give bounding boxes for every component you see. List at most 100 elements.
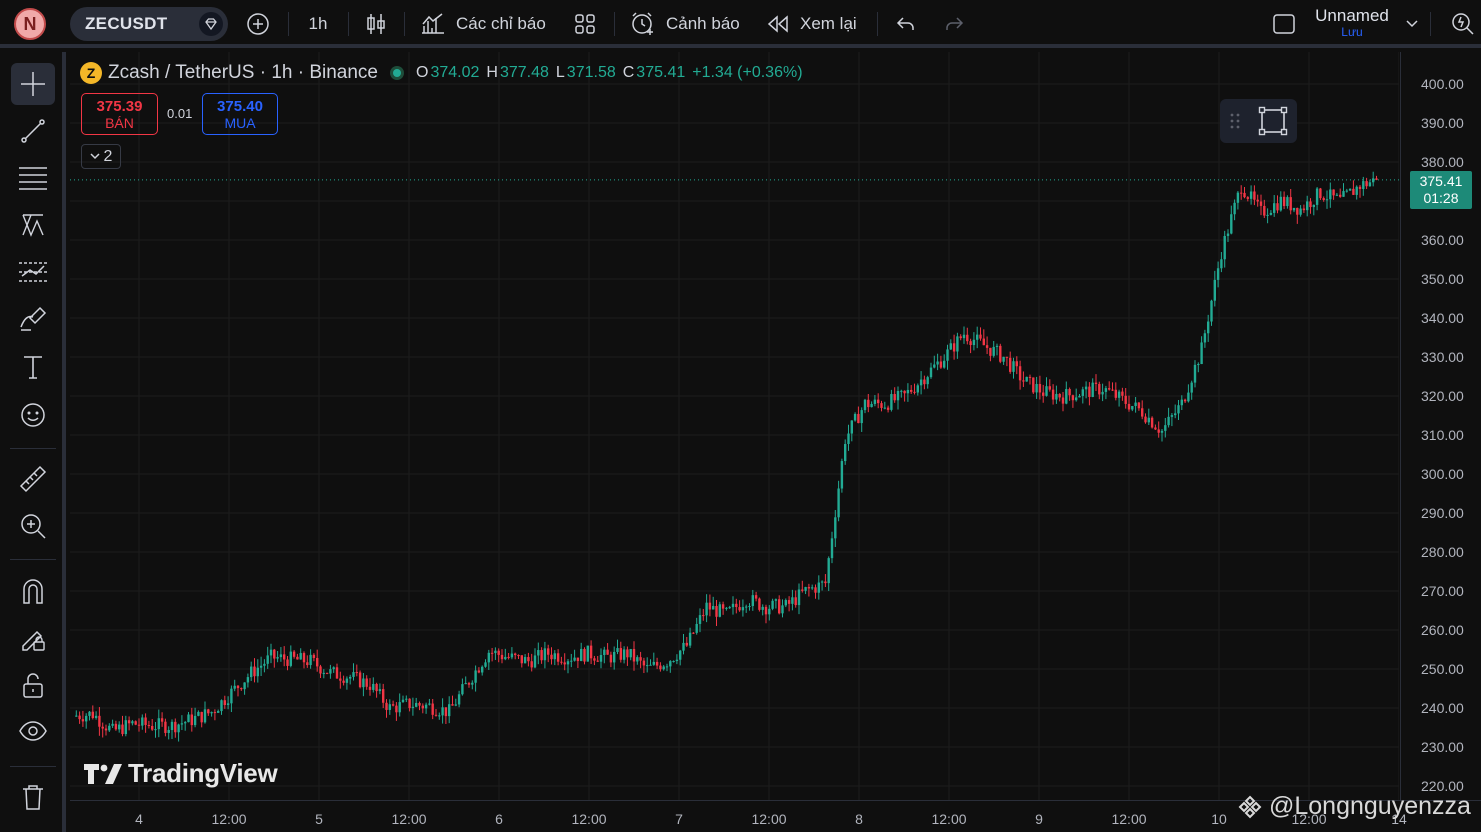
eye-icon[interactable] bbox=[11, 711, 55, 753]
candlestick-chart[interactable] bbox=[70, 52, 1399, 800]
forecast-icon[interactable] bbox=[11, 251, 55, 293]
candle-body bbox=[1312, 204, 1315, 208]
candle-body bbox=[530, 661, 533, 668]
drag-handle-icon[interactable] bbox=[1230, 112, 1240, 130]
candle-body bbox=[213, 712, 217, 714]
replay-button[interactable]: Xem lại bbox=[766, 0, 866, 48]
save-label: Lưu bbox=[1341, 25, 1363, 39]
layout-square-icon[interactable] bbox=[1270, 0, 1298, 48]
compare-add-icon[interactable] bbox=[240, 0, 276, 48]
bar-countdown: 01:28 bbox=[1423, 190, 1459, 206]
candle-body bbox=[481, 666, 484, 673]
candle-body bbox=[969, 341, 972, 346]
candle-body bbox=[1032, 377, 1035, 393]
candle-body bbox=[622, 649, 626, 660]
layout-name: Unnamed bbox=[1315, 6, 1389, 25]
candle-body bbox=[507, 656, 510, 658]
candle-body bbox=[976, 334, 979, 340]
candle-body bbox=[342, 680, 345, 683]
chart-pane[interactable] bbox=[70, 52, 1399, 800]
unlock-icon[interactable] bbox=[11, 664, 55, 706]
trash-icon[interactable] bbox=[11, 776, 55, 818]
candle-body bbox=[791, 597, 794, 604]
alert-button[interactable]: Cảnh báo bbox=[630, 0, 748, 48]
candle-body bbox=[1273, 203, 1276, 213]
candle-body bbox=[1147, 417, 1150, 423]
candle-body bbox=[543, 648, 547, 661]
candle-body bbox=[857, 413, 860, 424]
pattern-icon[interactable] bbox=[11, 204, 55, 246]
floating-toolbar[interactable] bbox=[1220, 99, 1297, 143]
fib-lines-icon[interactable] bbox=[11, 157, 55, 199]
lock-drawing-icon[interactable] bbox=[11, 617, 55, 659]
candle-body bbox=[1035, 383, 1038, 393]
user-avatar[interactable]: N bbox=[14, 8, 46, 40]
candle-body bbox=[1137, 402, 1141, 409]
candle-body bbox=[276, 657, 279, 659]
emoji-icon[interactable] bbox=[11, 394, 55, 436]
interval-button[interactable]: 1h bbox=[308, 14, 328, 33]
diamond-icon[interactable] bbox=[199, 12, 223, 36]
price-tick-label: 230.00 bbox=[1421, 739, 1464, 755]
brush-icon[interactable] bbox=[11, 298, 55, 340]
candle-body bbox=[642, 660, 646, 666]
candle-body bbox=[682, 642, 685, 651]
price-tick-label: 320.00 bbox=[1421, 388, 1464, 404]
time-axis[interactable]: 4 12:00 5 12:00 6 12:00 7 12:00 8 12:00 9 12:00 10 12… bbox=[70, 800, 1481, 832]
legend-collapse-button[interactable]: 2 bbox=[81, 144, 121, 169]
candle-body bbox=[1104, 388, 1108, 392]
quick-search-icon[interactable] bbox=[1448, 0, 1478, 48]
candle-body bbox=[246, 677, 250, 683]
sell-button[interactable]: 375.39 BÁN bbox=[81, 93, 158, 135]
candle-body bbox=[1038, 383, 1042, 393]
candle-type-icon[interactable] bbox=[360, 0, 392, 48]
time-tick-label: 12:00 bbox=[1111, 811, 1147, 827]
candle-body bbox=[999, 345, 1002, 362]
time-tick-label: 12:00 bbox=[211, 811, 247, 827]
crosshair-icon[interactable] bbox=[11, 63, 55, 105]
indicators-button[interactable]: Các chỉ báo bbox=[420, 0, 560, 48]
candle-body bbox=[1240, 192, 1243, 194]
open-value: 374.02 bbox=[430, 64, 480, 81]
redo-icon[interactable] bbox=[940, 0, 968, 48]
select-rectangle-icon[interactable] bbox=[1258, 106, 1288, 136]
last-price-tag: 375.41 01:28 bbox=[1410, 171, 1472, 209]
legend-title[interactable]: Zcash / TetherUS · 1h · Binance bbox=[108, 62, 378, 83]
candle-body bbox=[273, 649, 276, 659]
symbol-search-button[interactable]: ZECUSDT bbox=[70, 7, 228, 41]
candle-body bbox=[302, 653, 306, 663]
magnet-icon[interactable] bbox=[11, 570, 55, 612]
candle-body bbox=[1124, 395, 1127, 404]
ruler-icon[interactable] bbox=[11, 458, 55, 500]
candle-body bbox=[144, 717, 147, 725]
price-axis[interactable]: 400.00 390.00 380.00 360.00 350.00 340.00 330.… bbox=[1400, 52, 1481, 800]
candle-body bbox=[365, 678, 368, 687]
tradingview-logo[interactable]: TradingView bbox=[84, 758, 278, 789]
candle-body bbox=[1322, 198, 1325, 200]
candle-body bbox=[497, 650, 500, 655]
candle-body bbox=[1180, 399, 1183, 406]
buy-button[interactable]: 375.40 MUA bbox=[202, 93, 278, 135]
trend-line-icon[interactable] bbox=[11, 110, 55, 152]
candle-body bbox=[695, 623, 698, 633]
candle-body bbox=[1256, 199, 1259, 202]
templates-grid-icon[interactable] bbox=[570, 0, 600, 48]
candle-body bbox=[962, 334, 966, 339]
time-tick-label: 6 bbox=[495, 811, 503, 827]
candle-body bbox=[197, 711, 200, 716]
candle-body bbox=[1197, 364, 1200, 366]
candle-body bbox=[943, 360, 946, 368]
text-icon[interactable] bbox=[11, 346, 55, 388]
candle-body bbox=[626, 649, 629, 658]
candle-body bbox=[873, 399, 877, 404]
layout-name-button[interactable]: Unnamed Lưu bbox=[1308, 0, 1396, 48]
candle-body bbox=[510, 653, 514, 658]
candle-body bbox=[655, 661, 659, 666]
chevron-down-icon[interactable] bbox=[1402, 0, 1422, 48]
candle-body bbox=[1170, 415, 1174, 417]
candle-body bbox=[1150, 417, 1154, 428]
candle-body bbox=[487, 652, 490, 663]
zoom-in-icon[interactable] bbox=[11, 505, 55, 547]
candle-body bbox=[1352, 188, 1355, 195]
undo-icon[interactable] bbox=[892, 0, 920, 48]
